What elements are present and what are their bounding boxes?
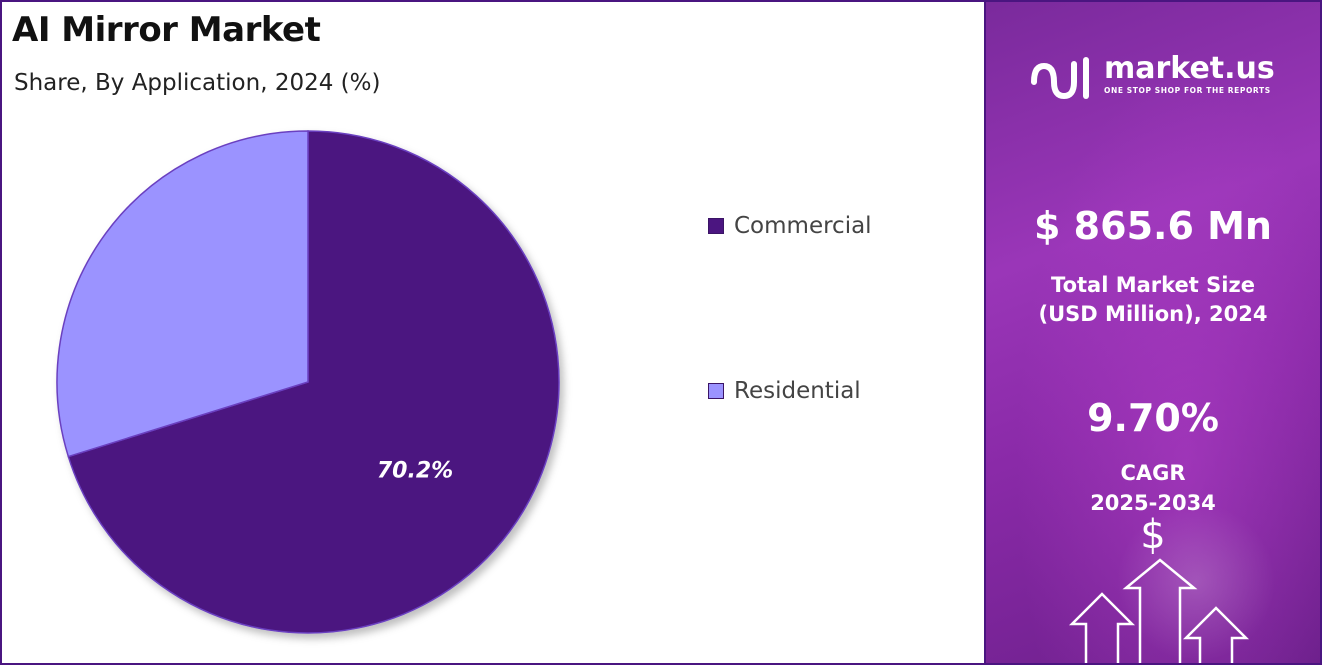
market-size-label-line1: Total Market Size: [1051, 273, 1255, 297]
pie-slice-commercial: [67, 130, 560, 634]
dollar-icon: $: [1140, 512, 1166, 558]
legend-label-residential: Residential: [734, 378, 861, 404]
legend-swatch-commercial: [708, 218, 724, 234]
market-us-logo-icon: [1030, 52, 1094, 100]
brand-tagline: ONE STOP SHOP FOR THE REPORTS: [1104, 86, 1271, 95]
pie-chart: 70.2%: [56, 130, 560, 634]
pie-data-label-commercial: 70.2%: [377, 458, 453, 483]
cagr-period: 2025-2034: [1090, 491, 1216, 515]
panel-glow-decoration: [1116, 502, 1276, 662]
market-size-value: $ 865.6 Mn: [1034, 204, 1272, 248]
up-arrow-icon: [1068, 558, 1250, 663]
legend-label-commercial: Commercial: [734, 213, 872, 239]
pie-slice-residential: [56, 130, 309, 458]
chart-area: AI Mirror Market Share, By Application, …: [2, 2, 984, 663]
legend-item-commercial: Commercial: [708, 213, 872, 239]
brand-logo: market.us ONE STOP SHOP FOR THE REPORTS: [1030, 52, 1275, 100]
brand-name: market.us: [1104, 51, 1275, 86]
panel-divider: [984, 0, 986, 665]
cagr-label: CAGR: [1120, 461, 1186, 485]
chart-title: AI Mirror Market: [12, 10, 321, 50]
summary-panel: market.us ONE STOP SHOP FOR THE REPORTS …: [986, 2, 1320, 663]
legend-item-residential: Residential: [708, 378, 861, 404]
legend-swatch-residential: [708, 383, 724, 399]
market-size-label-line2: (USD Million), 2024: [1038, 302, 1268, 326]
cagr-value: 9.70%: [1087, 396, 1219, 440]
chart-subtitle: Share, By Application, 2024 (%): [14, 70, 381, 96]
